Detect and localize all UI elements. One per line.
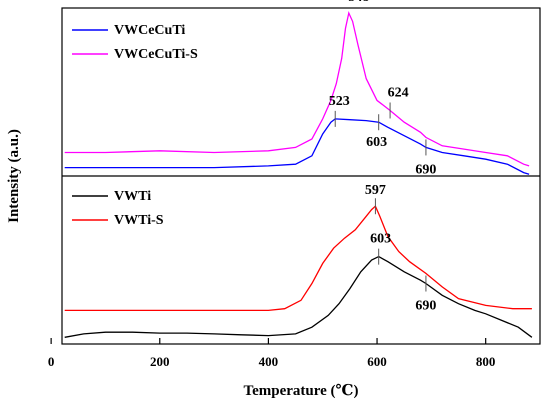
series-line-vwcecuti — [64, 118, 530, 175]
annotation-layer: 548 523 624 603 690 597 603 690 — [329, 0, 437, 314]
series-layer — [64, 10, 533, 338]
peak-label-624: 624 — [388, 85, 409, 100]
legend-label: VWTi — [114, 189, 151, 204]
x-tick-label: 0 — [48, 354, 55, 369]
series-line-vwcecuti-s — [64, 10, 530, 167]
peak-label-603: 603 — [370, 232, 391, 247]
peak-label-597: 597 — [365, 183, 386, 198]
x-tick-label: 200 — [150, 354, 170, 369]
x-axis-ticks: 0 200 400 600 800 — [48, 338, 496, 369]
legend-layer: VWCeCuTi VWCeCuTi-S VWTi VWTi-S — [72, 23, 198, 228]
x-tick-label: 600 — [367, 354, 387, 369]
peak-label-690: 690 — [415, 162, 436, 177]
peak-label-523: 523 — [329, 94, 350, 109]
peak-label-548: 548 — [348, 0, 369, 5]
x-tick-label: 400 — [259, 354, 279, 369]
x-tick-label: 800 — [476, 354, 496, 369]
series-line-vwti-s — [64, 205, 532, 312]
legend-label: VWCeCuTi — [114, 23, 185, 38]
peak-label-603: 603 — [366, 135, 387, 150]
legend-label: VWCeCuTi-S — [114, 47, 198, 62]
legend-label: VWTi-S — [114, 213, 164, 228]
series-line-vwti — [64, 255, 533, 338]
x-axis-title: Temperature (℃) — [243, 383, 358, 399]
peak-label-690: 690 — [415, 299, 436, 314]
y-axis-title: Intensity (a.u.) — [6, 129, 22, 223]
